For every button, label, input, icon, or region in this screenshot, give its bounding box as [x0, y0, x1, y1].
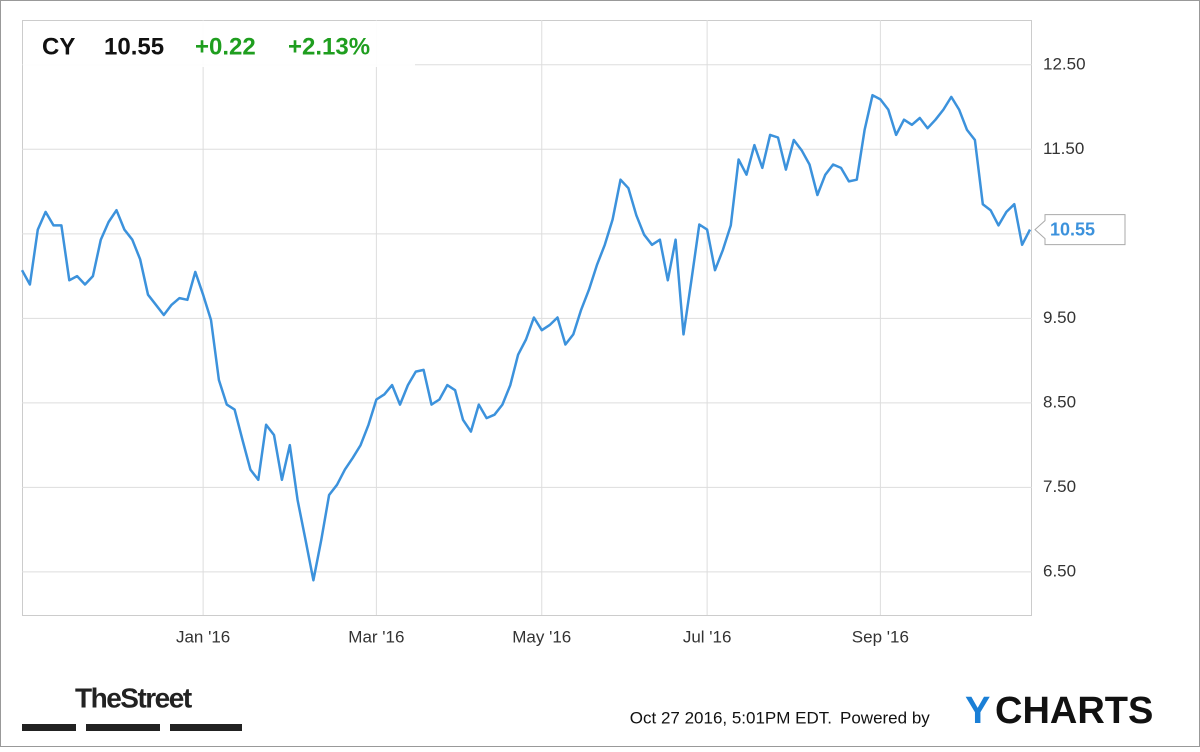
x-tick-label: Jul '16	[683, 627, 732, 646]
change-pct: +2.13%	[288, 33, 370, 60]
y-tick-label: 12.50	[1043, 54, 1086, 73]
y-tick-label: 6.50	[1043, 561, 1076, 580]
price: 10.55	[104, 33, 164, 60]
y-tick-label: 9.50	[1043, 308, 1076, 327]
logo-bar	[86, 724, 160, 731]
x-tick-label: Sep '16	[852, 627, 909, 646]
powered-by: Powered by	[840, 708, 930, 727]
change: +0.22	[195, 33, 256, 60]
x-tick-label: Mar '16	[348, 627, 404, 646]
source-logo: TheStreet	[75, 682, 192, 713]
price-line	[20, 93, 1032, 582]
y-tick-label: 7.50	[1043, 477, 1076, 496]
y-tick-label: 8.50	[1043, 392, 1076, 411]
last-value-label: 10.55	[1050, 219, 1095, 239]
logo-bar	[22, 724, 76, 731]
y-tick-label: 11.50	[1043, 139, 1084, 158]
grid	[22, 20, 1032, 615]
logo-rest: CHARTS	[995, 690, 1153, 732]
timestamp: Oct 27 2016, 5:01PM EDT.	[630, 708, 832, 727]
logo-bar	[170, 724, 242, 731]
x-tick-label: Jan '16	[176, 627, 230, 646]
logo-y: Y	[965, 690, 990, 732]
lines	[20, 93, 1032, 582]
x-tick-label: May '16	[512, 627, 571, 646]
header-box	[23, 21, 415, 67]
last-value-box	[1034, 214, 1126, 246]
ticker: CY	[42, 33, 75, 60]
